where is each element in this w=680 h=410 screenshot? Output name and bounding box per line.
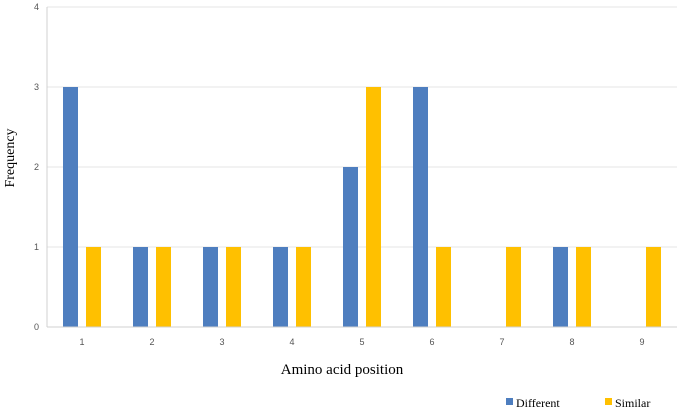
x-tick-label: 1 [79, 337, 84, 347]
bar-different-6 [413, 87, 428, 327]
legend: Different Similar [506, 396, 650, 410]
y-tick-label: 0 [34, 322, 39, 332]
y-tick-labels: 0 1 2 3 4 [34, 2, 39, 332]
bar-similar-7 [506, 247, 521, 327]
legend-label-similar: Similar [615, 396, 650, 410]
bar-different-2 [133, 247, 148, 327]
bar-different-1 [63, 87, 78, 327]
legend-label-different: Different [516, 396, 560, 410]
x-tick-label: 6 [429, 337, 434, 347]
bar-similar-6 [436, 247, 451, 327]
bar-similar-8 [576, 247, 591, 327]
x-tick-label: 9 [639, 337, 644, 347]
legend-swatch-similar [605, 398, 612, 405]
bar-different-8 [553, 247, 568, 327]
x-tick-label: 7 [499, 337, 504, 347]
x-tick-label: 4 [289, 337, 294, 347]
bar-different-3 [203, 247, 218, 327]
legend-swatch-different [506, 398, 513, 405]
y-tick-label: 4 [34, 2, 39, 12]
x-tick-label: 2 [149, 337, 154, 347]
x-tick-label: 3 [219, 337, 224, 347]
bar-similar-9 [646, 247, 661, 327]
bar-similar-5 [366, 87, 381, 327]
x-tick-labels: 1 2 3 4 5 6 7 8 9 [79, 337, 644, 347]
bar-similar-1 [86, 247, 101, 327]
x-axis-title: Amino acid position [281, 362, 404, 378]
bars [63, 87, 661, 327]
bar-different-5 [343, 167, 358, 327]
y-tick-label: 3 [34, 82, 39, 92]
gridlines [47, 6, 677, 248]
x-tick-label: 8 [569, 337, 574, 347]
y-axis-title: Frequency [3, 128, 18, 187]
bar-similar-3 [226, 247, 241, 327]
bar-similar-2 [156, 247, 171, 327]
x-tick-label: 5 [359, 337, 364, 347]
y-tick-label: 1 [34, 242, 39, 252]
y-tick-label: 2 [34, 162, 39, 172]
bar-similar-4 [296, 247, 311, 327]
bar-different-4 [273, 247, 288, 327]
